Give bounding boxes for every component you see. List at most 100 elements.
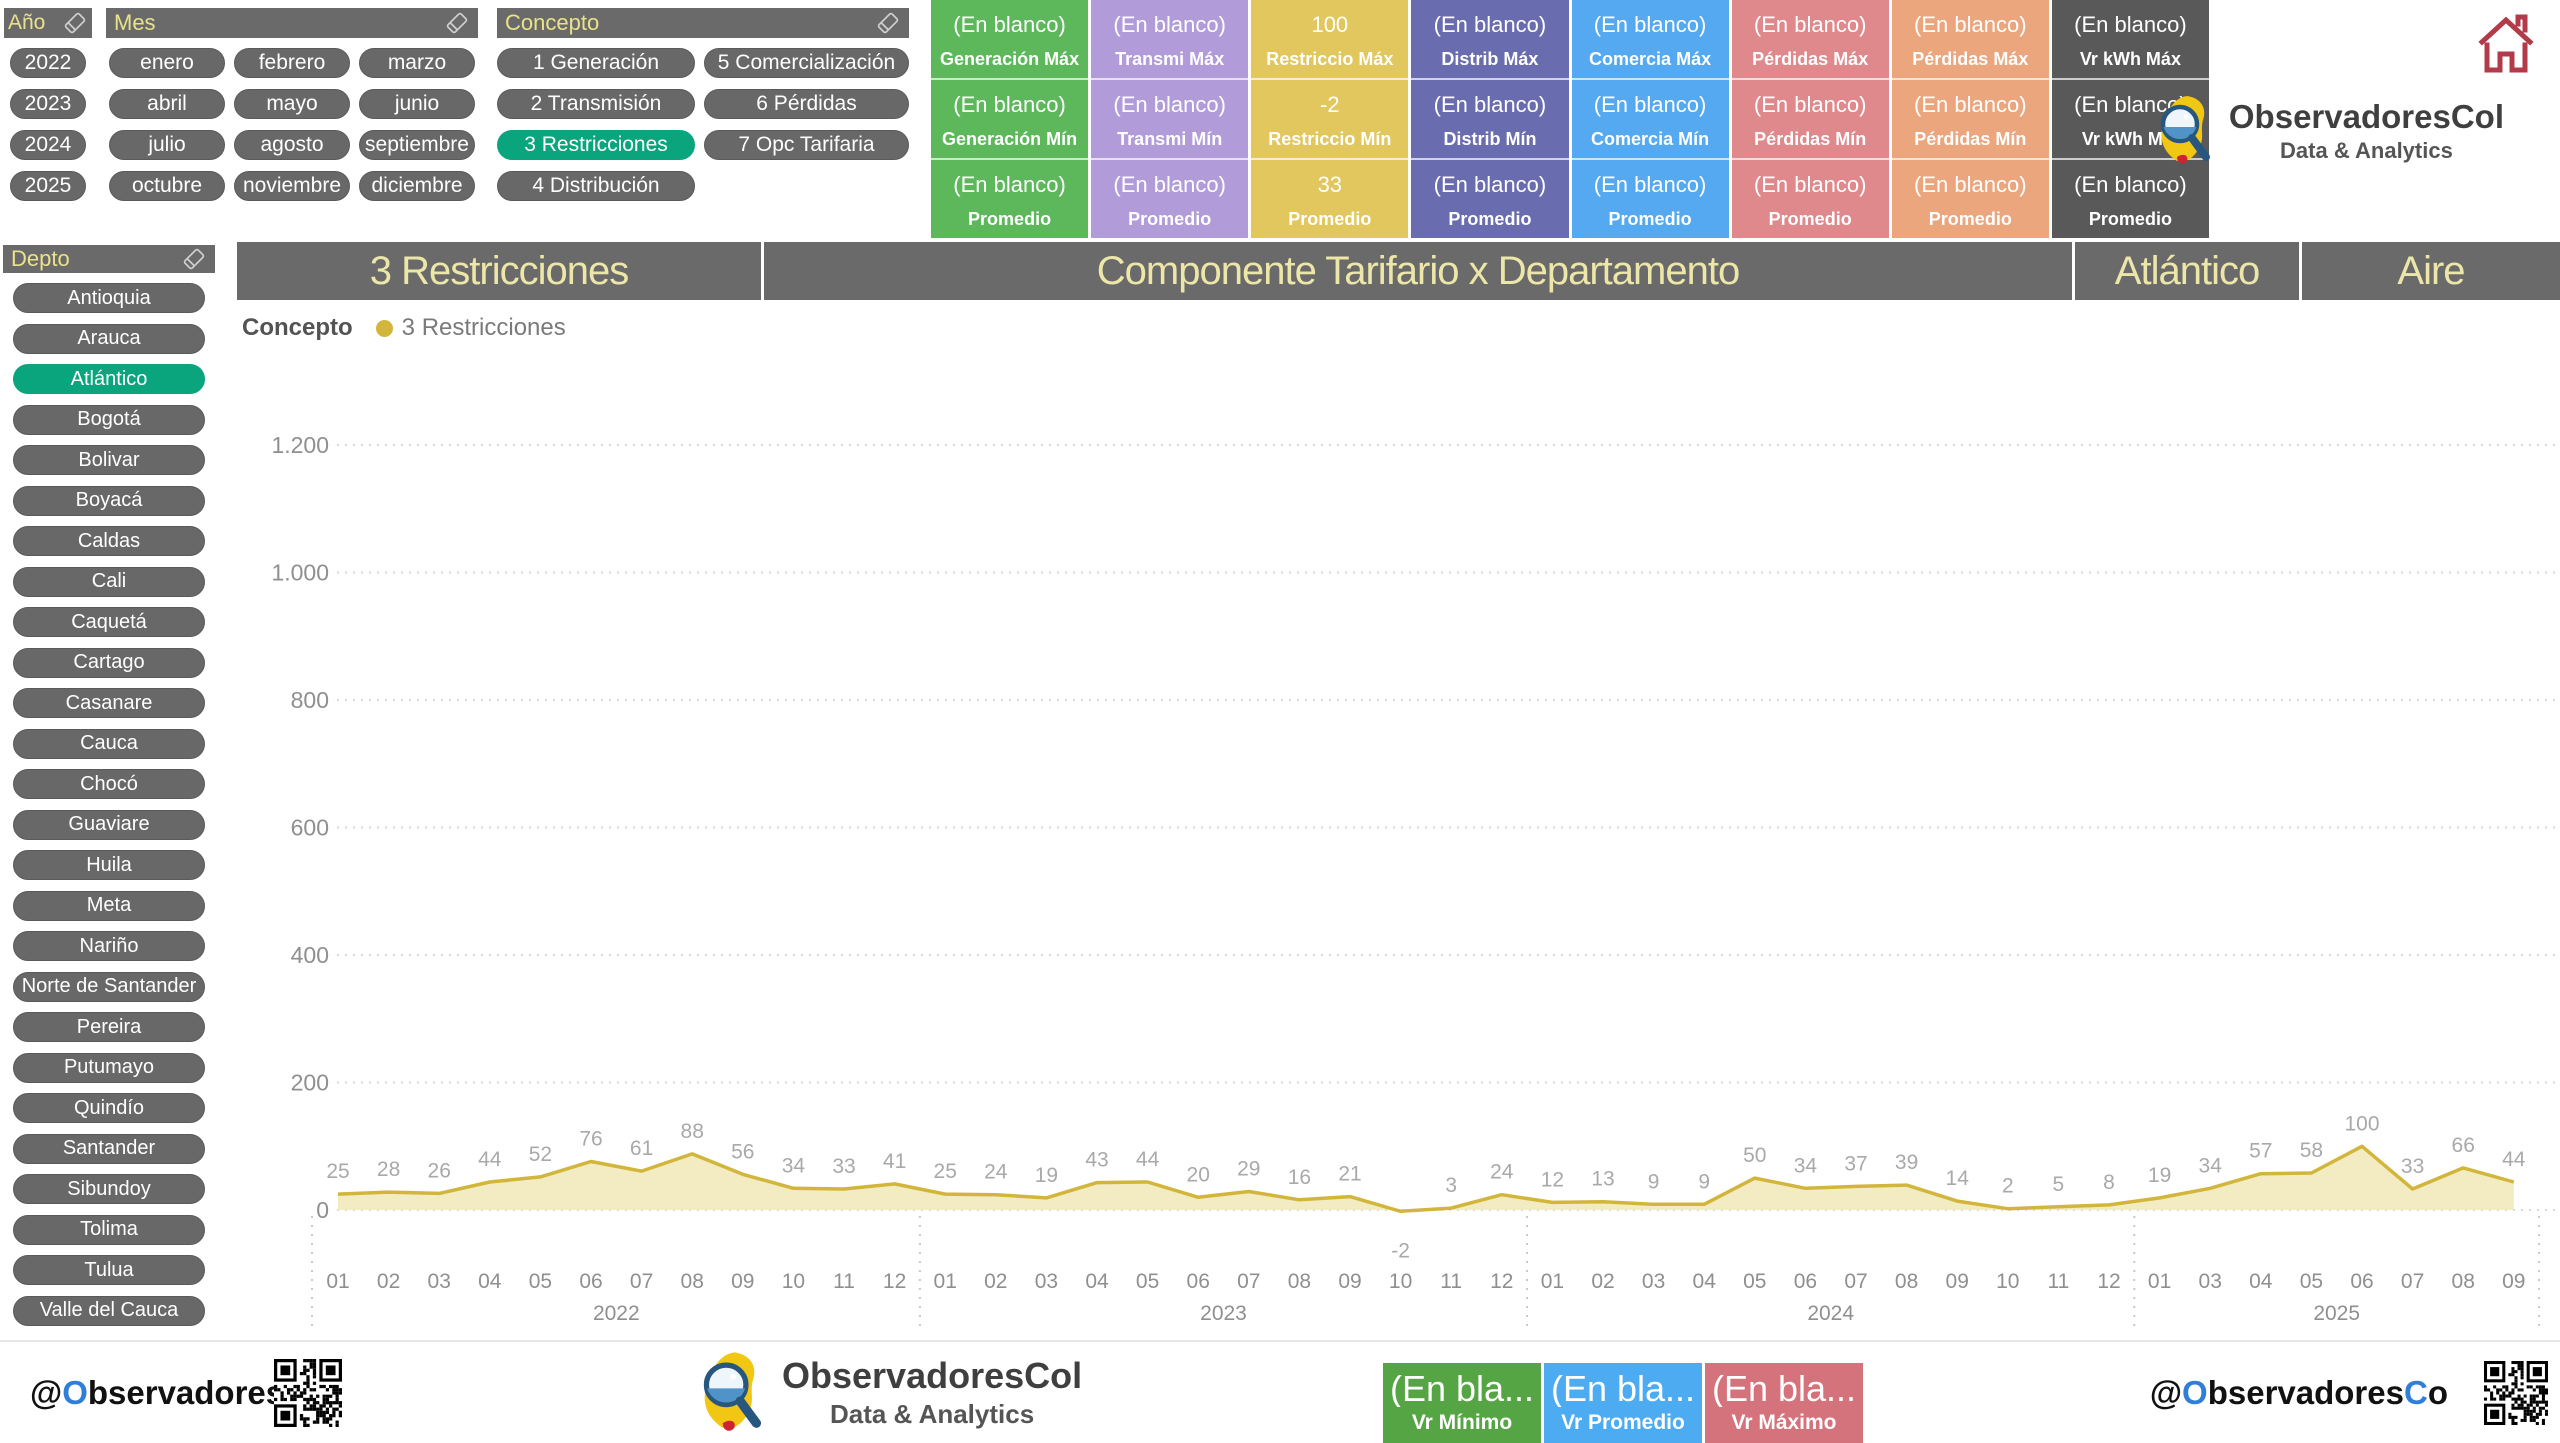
kpi-card-promedio: (En blanco) Promedio [1572, 160, 1729, 238]
data-label: 44 [1136, 1148, 1160, 1171]
series-label[interactable]: 3 Restricciones [401, 314, 566, 341]
depto-button-antioquia[interactable]: Antioquia [13, 283, 205, 313]
depto-button-valle-del-cauca[interactable]: Valle del Cauca [13, 1295, 205, 1326]
concepto-button-4-distribucion[interactable]: 4 Distribución [497, 171, 695, 201]
kpi-card-transmi-min: (En blanco) Transmi Mín [1091, 80, 1249, 160]
series-line [337, 1144, 2515, 1214]
depto-button-bogota[interactable]: Bogotá [13, 404, 205, 435]
depto-button-narino[interactable]: Nariño [13, 931, 205, 961]
month-button-julio[interactable]: julio [109, 130, 225, 160]
month-button-febrero[interactable]: febrero [234, 48, 350, 78]
year-button-2023[interactable]: 2023 [10, 89, 86, 119]
home-icon[interactable] [2478, 12, 2534, 74]
month-button-octubre[interactable]: octubre [109, 171, 225, 201]
data-label: 50 [1743, 1144, 1766, 1167]
qr-code-right [2484, 1360, 2548, 1425]
kpi-value: 100 [1311, 12, 1349, 37]
clear-filter-icon[interactable] [875, 10, 901, 36]
month-button-marzo[interactable]: marzo [359, 48, 475, 78]
footer-card-vr-minimo: (En bla... Vr Mínimo [1383, 1363, 1541, 1443]
depto-button-tolima[interactable]: Tolima [13, 1214, 205, 1245]
kpi-column-transmi-max: (En blanco) Transmi Máx (En blanco) Transmi… [1091, 0, 1249, 238]
concepto-button-7-opc-tarifaria[interactable]: 7 Opc Tarifaria [704, 130, 909, 160]
concept-filter-title: Concepto [505, 10, 600, 35]
x-tick-label: 03 [428, 1270, 451, 1293]
depto-button-caldas[interactable]: Caldas [13, 526, 205, 556]
year-button-2022[interactable]: 2022 [10, 48, 86, 78]
depto-button-caqueta[interactable]: Caquetá [13, 607, 205, 637]
year-button-2025[interactable]: 2025 [10, 171, 86, 201]
depto-button-tulua[interactable]: Tulua [13, 1255, 205, 1285]
concepto-button-3-restricciones[interactable]: 3 Restricciones [497, 130, 695, 160]
footer-card-value: (En bla... [1389, 1371, 1535, 1407]
handle-text-part: O [2182, 1373, 2208, 1411]
x-tick-label: 07 [2401, 1270, 2424, 1293]
year-label: 2022 [593, 1302, 640, 1325]
x-tick-label: 01 [326, 1270, 349, 1293]
month-filter-header: Mes [106, 8, 478, 38]
depto-button-guaviare[interactable]: Guaviare [13, 809, 205, 840]
month-button-noviembre[interactable]: noviembre [234, 171, 350, 201]
month-button-septiembre[interactable]: septiembre [359, 130, 475, 160]
depto-button-pereira[interactable]: Pereira [13, 1012, 205, 1042]
kpi-value: (En blanco) [953, 12, 1066, 37]
kpi-card-perdidas-min: (En blanco) Pérdidas Mín [1731, 80, 1889, 160]
title-segment-aire: Aire [2302, 242, 2560, 300]
x-tick-label: 02 [984, 1270, 1007, 1293]
depto-button-norte-de-santander[interactable]: Norte de Santander [13, 971, 205, 1002]
data-label: 13 [1591, 1168, 1614, 1191]
depto-button-huila[interactable]: Huila [13, 850, 205, 880]
data-label: 57 [2249, 1140, 2272, 1163]
month-button-enero[interactable]: enero [109, 48, 225, 78]
concept-button-columns: 1 Generación 2 Transmisión 3 Restricciones… [497, 48, 909, 201]
depto-button-cartago[interactable]: Cartago [13, 647, 205, 678]
year-button-2024[interactable]: 2024 [10, 130, 86, 160]
handle-text-part: O [62, 1373, 88, 1411]
depto-button-santander[interactable]: Santander [13, 1133, 205, 1164]
kpi-value: (En blanco) [1113, 12, 1226, 37]
depto-button-boyaca[interactable]: Boyacá [13, 485, 205, 516]
clear-filter-icon[interactable] [444, 10, 470, 36]
depto-button-cauca[interactable]: Cauca [13, 728, 205, 759]
x-tick-label: 12 [883, 1270, 906, 1293]
clear-filter-icon[interactable] [181, 246, 207, 272]
handle-text-part: @ [2149, 1373, 2183, 1411]
concepto-button-2-transmision[interactable]: 2 Transmisión [497, 89, 695, 119]
depto-button-putumayo[interactable]: Putumayo [13, 1052, 205, 1083]
concepto-button-5-comercializacion[interactable]: 5 Comercialización [704, 48, 909, 78]
month-button-junio[interactable]: junio [359, 89, 475, 119]
month-filter-panel: Mes enero febrero marzo abril mayo junio julio… [106, 8, 478, 201]
month-button-abril[interactable]: abril [109, 89, 225, 119]
x-tick-label: 02 [1591, 1270, 1614, 1293]
concepto-button-6-perdidas[interactable]: 6 Pérdidas [704, 89, 909, 119]
depto-button-sibundoy[interactable]: Sibundoy [13, 1174, 205, 1204]
kpi-label: Comercia Mín [1591, 129, 1710, 149]
kpi-label: Vr kWh Mín [2081, 129, 2179, 149]
x-tick-label: 08 [2452, 1270, 2475, 1293]
x-tick-label: 05 [1743, 1270, 1766, 1293]
kpi-label: Generación Mín [942, 129, 1078, 149]
data-label: 9 [1648, 1170, 1660, 1193]
concepto-button-1-generacion[interactable]: 1 Generación [497, 48, 695, 78]
depto-button-meta[interactable]: Meta [13, 890, 205, 921]
kpi-card-promedio: (En blanco) Promedio [1892, 160, 2049, 238]
depto-button-choco[interactable]: Chocó [13, 769, 205, 799]
clear-filter-icon[interactable] [62, 10, 88, 36]
data-label: 19 [1035, 1164, 1058, 1187]
observadorescol-logo-icon [694, 1350, 770, 1436]
depto-button-cali[interactable]: Cali [13, 566, 205, 597]
month-button-diciembre[interactable]: diciembre [359, 171, 475, 201]
month-button-agosto[interactable]: agosto [234, 130, 350, 160]
depto-button-atlantico[interactable]: Atlántico [13, 364, 205, 394]
depto-button-bolivar[interactable]: Bolivar [13, 445, 205, 475]
month-button-mayo[interactable]: mayo [234, 89, 350, 119]
kpi-label: Transmi Mín [1117, 129, 1223, 149]
depto-button-arauca[interactable]: Arauca [13, 323, 205, 354]
depto-filter-title: Depto [11, 246, 70, 271]
handle-text-part: C [2403, 1373, 2428, 1411]
x-tick-label: 10 [1389, 1270, 1412, 1293]
x-tick-label: 06 [2350, 1270, 2373, 1293]
kpi-value: (En blanco) [1593, 172, 1707, 197]
depto-button-quindio[interactable]: Quindío [13, 1093, 205, 1123]
depto-button-casanare[interactable]: Casanare [13, 688, 205, 718]
